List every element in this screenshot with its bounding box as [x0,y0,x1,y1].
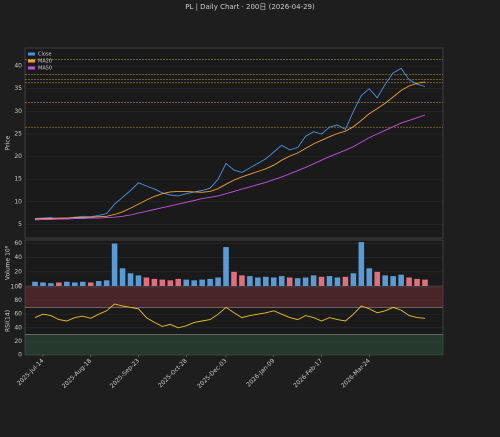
volume-bar [40,282,46,286]
volume-bar [302,277,309,286]
overbought-zone [25,287,443,308]
volume-bar [223,247,229,286]
y-tick-label: 35 [14,85,22,92]
volume-bar [326,276,333,286]
volume-bar [350,273,357,286]
volume-bar [191,280,197,286]
volume-bar [231,271,237,286]
y-axis-label: Price [5,135,12,150]
volume-bar [334,277,341,286]
legend-swatch [28,52,35,56]
volume-bar [151,278,158,286]
volume-bar [318,276,325,286]
volume-bar [64,281,70,286]
volume-bar [183,279,190,286]
y-tick-label: 0 [18,352,22,359]
y-tick-label: 100 [11,284,23,291]
volume-bar [366,268,373,286]
volume-bar [247,276,253,286]
volume-bar [382,275,388,286]
volume-bar [294,278,301,286]
volume-bar [215,277,221,286]
y-tick-label: 80 [14,297,22,304]
volume-bar [48,283,54,286]
volume-bar [143,277,150,286]
price-line [34,81,426,220]
volume-bar [422,279,428,286]
volume-bar [87,282,94,286]
volume-bar [72,282,78,286]
y-tick-label: 10 [14,198,22,205]
y-axis-label: Volume 10⁶ [5,245,12,280]
rsi-line [34,303,426,329]
y-axis-label: RSI(14) [5,310,12,332]
y-tick-label: 60 [14,311,22,318]
volume-bar [310,275,317,286]
price-line [34,114,426,221]
y-tick-label: 40 [14,254,22,261]
legend-swatch [28,66,35,70]
volume-bar [342,276,349,286]
y-tick-label: 0 [18,283,22,290]
y-tick-label: 20 [14,338,22,345]
y-tick-label: 20 [14,153,22,160]
volume-bar [32,281,38,286]
y-tick-label: 5 [18,221,22,228]
legend-label: Close [38,52,52,58]
volume-bar [79,281,86,286]
volume-bar [390,276,396,286]
legend-label: MA20 [38,59,52,65]
volume-bar [135,275,142,286]
volume-bar [119,268,126,286]
y-tick-label: 40 [14,324,22,331]
y-tick-label: 40 [14,63,22,70]
volume-bar [159,279,166,286]
volume-bar [167,280,174,286]
chart-title: PL | Daily Chart · 200日 (2026-04-29) [185,3,315,11]
volume-bar [278,276,285,286]
legend-swatch [28,59,35,63]
volume-bar [199,279,205,286]
volume-bar [175,278,182,286]
oversold-zone [25,334,443,355]
volume-bar [270,277,277,286]
volume-bar [103,280,110,286]
y-tick-label: 20 [14,268,22,275]
volume-bar [414,278,420,286]
volume-bar [358,242,365,286]
legend-label: MA50 [38,66,52,72]
panel [24,47,444,239]
y-tick-label: 25 [14,130,22,137]
volume-bar [239,275,245,286]
volume-bar [127,273,134,286]
volume-bar [56,282,62,286]
y-tick-label: 30 [14,108,22,115]
y-tick-label: 15 [14,176,22,183]
volume-bar [286,277,293,286]
volume-bar [263,276,269,286]
volume-bar [255,277,261,286]
volume-bar [207,278,213,286]
price-line [34,67,426,220]
volume-bar [406,277,412,286]
volume-bar [374,271,381,286]
volume-bar [398,274,404,286]
volume-bar [111,243,118,286]
volume-bar [95,281,102,286]
y-tick-label: 60 [14,240,22,247]
